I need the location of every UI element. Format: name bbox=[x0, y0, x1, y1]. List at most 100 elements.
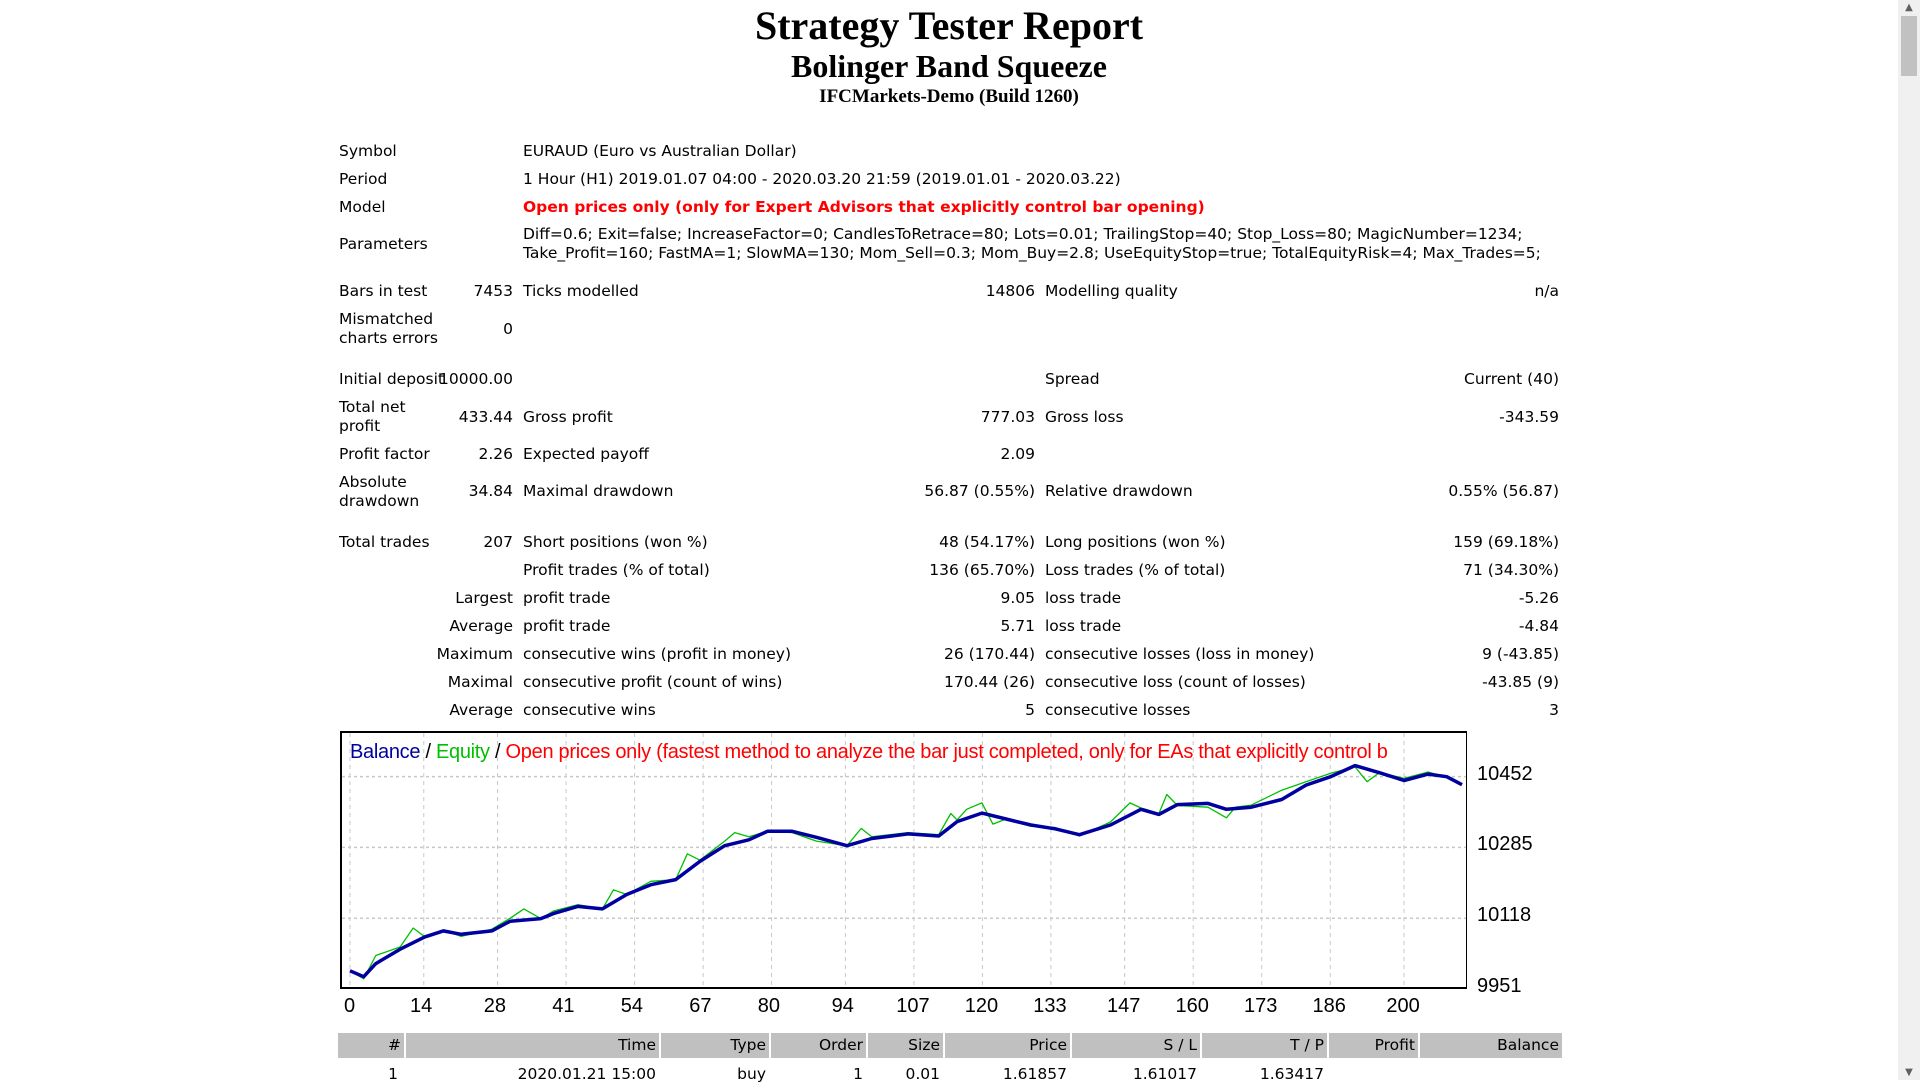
symbol-label: Symbol bbox=[339, 142, 397, 160]
table-cell: 1.61017 bbox=[1132, 1065, 1197, 1083]
table-header-cell[interactable]: # bbox=[336, 1033, 404, 1058]
mismatch-label-1: Mismatched bbox=[339, 310, 434, 328]
average-profit-label: profit trade bbox=[523, 617, 611, 635]
deposit-label: Initial deposit bbox=[339, 370, 444, 388]
pf-value: 2.26 bbox=[478, 445, 513, 463]
netprofit-label-1: Total net bbox=[339, 398, 406, 416]
ticks-label: Ticks modelled bbox=[523, 282, 639, 300]
scroll-down-arrow-icon[interactable]: ▼ bbox=[1905, 1067, 1913, 1078]
y-tick-label: 9951 bbox=[1477, 975, 1522, 997]
trades-value: 207 bbox=[483, 533, 513, 551]
avglosses-label: consecutive losses bbox=[1045, 701, 1191, 719]
parameters-line-2: Take_Profit=160; FastMA=1; SlowMA=130; M… bbox=[523, 244, 1541, 262]
netprofit-value: 433.44 bbox=[458, 408, 513, 426]
table-header-cell[interactable]: Balance bbox=[1418, 1033, 1562, 1058]
table-header-cell[interactable]: S / L bbox=[1070, 1033, 1200, 1058]
maxlosses-value: 9 (-43.85) bbox=[1482, 645, 1559, 663]
bars-value: 7453 bbox=[473, 282, 513, 300]
table-header-cell[interactable]: Type bbox=[659, 1033, 769, 1058]
mismatch-label-2: charts errors bbox=[339, 329, 438, 347]
average-loss-value: -4.84 bbox=[1518, 617, 1559, 635]
vertical-scrollbar[interactable]: ▲ ▼ bbox=[1898, 0, 1920, 1080]
table-cell: 1.63417 bbox=[1259, 1065, 1324, 1083]
model-value: Open prices only (only for Expert Adviso… bbox=[523, 198, 1205, 216]
maxdd-label: Maximal drawdown bbox=[523, 482, 674, 500]
balance-chart: Balance / Equity / Open prices only (fas… bbox=[340, 731, 1467, 989]
legend-sep-2: / bbox=[489, 741, 506, 763]
equity-line bbox=[349, 766, 1463, 980]
legend-equity: Equity bbox=[435, 741, 490, 763]
balance-line bbox=[349, 763, 1463, 979]
symbol-value: EURAUD (Euro vs Australian Dollar) bbox=[523, 142, 797, 160]
spread-value: Current (40) bbox=[1464, 370, 1559, 388]
x-tick-label: 80 bbox=[757, 995, 781, 1017]
quality-label: Modelling quality bbox=[1045, 282, 1178, 300]
absdd-value: 34.84 bbox=[468, 482, 513, 500]
x-tick-label: 0 bbox=[344, 995, 356, 1017]
reldd-value: 0.55% (56.87) bbox=[1448, 482, 1559, 500]
table-header-cell[interactable]: Time bbox=[404, 1033, 659, 1058]
average-profit-value: 5.71 bbox=[1000, 617, 1035, 635]
table-header-cell[interactable]: Profit bbox=[1327, 1033, 1418, 1058]
largest-loss-value: -5.26 bbox=[1518, 589, 1559, 607]
table-header-cell[interactable]: Order bbox=[769, 1033, 866, 1058]
grossloss-value: -343.59 bbox=[1499, 408, 1559, 426]
table-cell: 1 bbox=[388, 1065, 398, 1083]
maxloss-value: -43.85 (9) bbox=[1482, 673, 1559, 691]
average-loss-label: loss trade bbox=[1045, 617, 1122, 635]
largest-label: Largest bbox=[455, 589, 513, 607]
legend-sep-1: / bbox=[420, 741, 436, 763]
payoff-label: Expected payoff bbox=[523, 445, 649, 463]
ptrades-value: 136 (65.70%) bbox=[929, 561, 1035, 579]
ptrades-label: Profit trades (% of total) bbox=[523, 561, 710, 579]
x-tick-label: 54 bbox=[620, 995, 644, 1017]
x-tick-label: 94 bbox=[831, 995, 854, 1017]
x-tick-label: 186 bbox=[1312, 995, 1346, 1017]
long-value: 159 (69.18%) bbox=[1453, 533, 1559, 551]
parameters-label: Parameters bbox=[339, 235, 428, 253]
x-tick-label: 147 bbox=[1107, 995, 1141, 1017]
maxwins-label: consecutive wins (profit in money) bbox=[523, 645, 792, 663]
mismatch-value: 0 bbox=[503, 320, 513, 338]
table-cell: 1.61857 bbox=[1002, 1065, 1067, 1083]
quality-value: n/a bbox=[1534, 282, 1559, 300]
table-cell: 0.01 bbox=[905, 1065, 940, 1083]
x-tick-label: 41 bbox=[552, 995, 575, 1017]
x-tick-label: 200 bbox=[1386, 995, 1420, 1017]
y-tick-label: 10118 bbox=[1477, 904, 1532, 927]
scrollbar-thumb[interactable] bbox=[1901, 16, 1917, 76]
legend-balance: Balance bbox=[350, 741, 421, 763]
avgcons-label: Average bbox=[449, 701, 513, 719]
netprofit-label-2: profit bbox=[339, 417, 381, 435]
largest-profit-value: 9.05 bbox=[1000, 589, 1035, 607]
expert-name: Bolinger Band Squeeze bbox=[791, 48, 1107, 84]
period-label: Period bbox=[339, 170, 388, 188]
table-header-cell[interactable]: T / P bbox=[1200, 1033, 1327, 1058]
long-label: Long positions (won %) bbox=[1045, 533, 1226, 551]
maxprofit-value: 170.44 (26) bbox=[944, 673, 1035, 691]
trades-label: Total trades bbox=[339, 533, 430, 551]
table-cell: 1 bbox=[853, 1065, 863, 1083]
grossprofit-label: Gross profit bbox=[523, 408, 613, 426]
x-tick-label: 107 bbox=[896, 995, 930, 1017]
model-label: Model bbox=[339, 198, 386, 216]
parameters-line-1: Diff=0.6; Exit=false; IncreaseFactor=0; … bbox=[523, 225, 1523, 243]
table-header-cell[interactable]: Price bbox=[943, 1033, 1070, 1058]
grossloss-label: Gross loss bbox=[1045, 408, 1124, 426]
ticks-value: 14806 bbox=[985, 282, 1035, 300]
legend-model: Open prices only (fastest method to anal… bbox=[505, 741, 1388, 763]
payoff-value: 2.09 bbox=[1000, 445, 1035, 463]
maxwins-value: 26 (170.44) bbox=[944, 645, 1035, 663]
x-tick-label: 160 bbox=[1175, 995, 1209, 1017]
period-value: 1 Hour (H1) 2019.01.07 04:00 - 2020.03.2… bbox=[523, 170, 1121, 188]
table-header-cell[interactable]: Size bbox=[866, 1033, 943, 1058]
maxlosses-label: consecutive losses (loss in money) bbox=[1045, 645, 1315, 663]
chart-plot bbox=[342, 733, 1466, 987]
short-label: Short positions (won %) bbox=[523, 533, 708, 551]
server-build: IFCMarkets-Demo (Build 1260) bbox=[819, 86, 1079, 107]
absdd-label-1: Absolute bbox=[339, 473, 407, 491]
scroll-up-arrow-icon[interactable]: ▲ bbox=[1905, 2, 1913, 13]
reldd-label: Relative drawdown bbox=[1045, 482, 1193, 500]
largest-profit-label: profit trade bbox=[523, 589, 611, 607]
maximum-label: Maximum bbox=[436, 645, 513, 663]
